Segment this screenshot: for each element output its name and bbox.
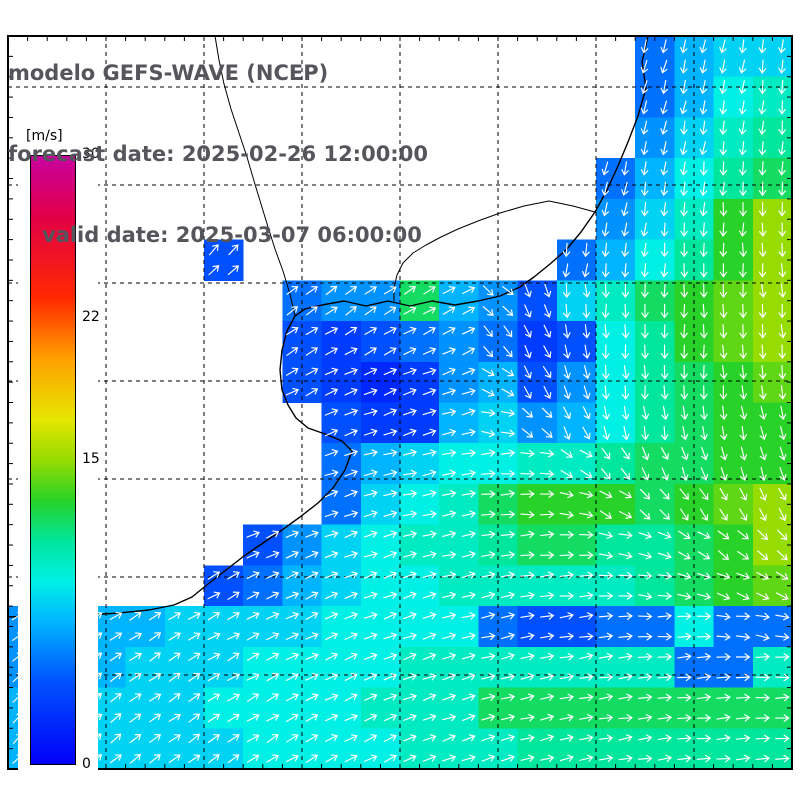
model-title: modelo GEFS-WAVE (NCEP) [8,61,329,85]
inland-border-1 [393,200,596,301]
inland-border-0 [214,35,296,317]
wave-direction-arrows [11,39,790,765]
colorbar-tick-label: 0 [82,756,91,772]
plot-titles: modelo GEFS-WAVE (NCEP) forecast date: 2… [8,6,428,303]
colorbar-units-label: [m/s] [26,128,63,144]
colorbar-tick-label: 15 [82,451,100,467]
gridlines-layer [8,36,792,769]
plot-frame [7,35,793,770]
coastline [7,35,649,618]
colorbar-tick-label: 22 [82,308,100,325]
colorbar: [m/s] 30 22 15 0 [18,112,100,778]
colorbar-tick-label: 30 [82,146,100,162]
valid-date: valid date: 2025-03-07 06:00:00 [42,223,422,247]
colorbar-gradient [30,155,76,765]
speed-cells-layer [8,36,793,770]
forecast-date: forecast date: 2025-02-26 12:00:00 [8,142,428,166]
